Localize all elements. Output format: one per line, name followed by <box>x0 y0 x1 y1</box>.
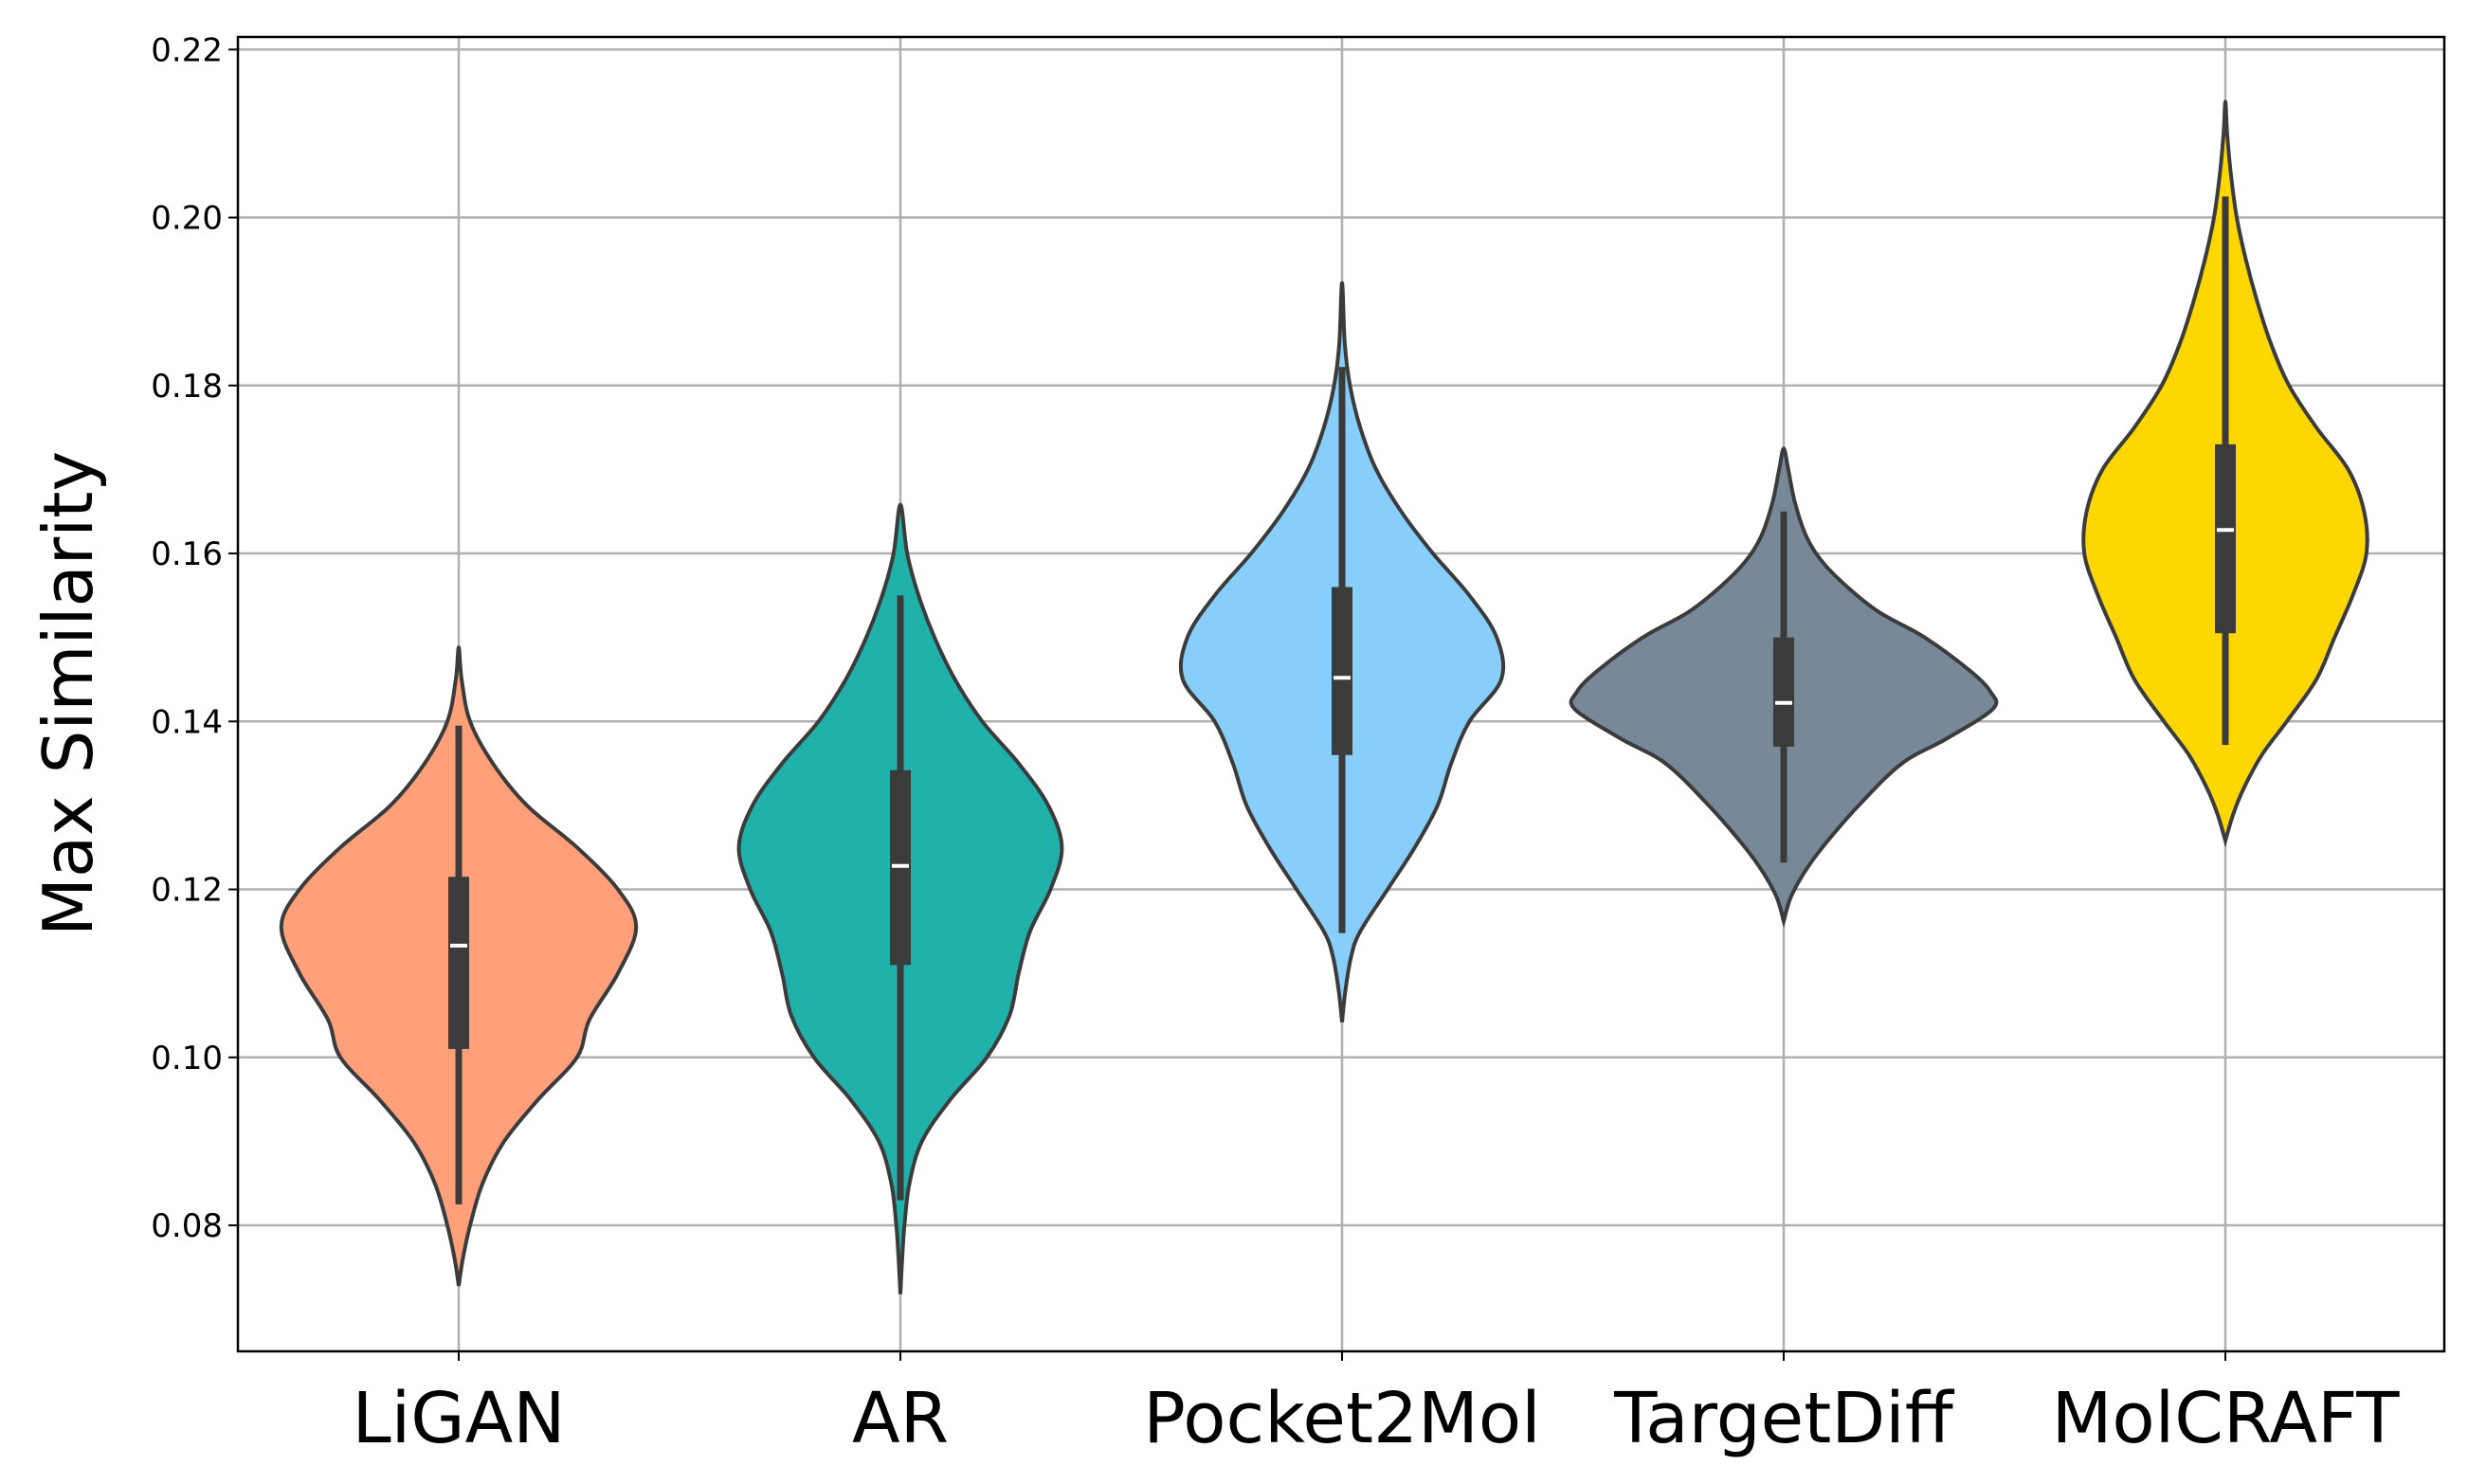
x-tick-label: TargetDiff <box>1613 1378 1954 1459</box>
y-tick-label: 0.14 <box>151 703 223 741</box>
y-tick-label: 0.18 <box>151 368 223 406</box>
x-tick-label: AR <box>852 1378 949 1459</box>
violin-layer <box>279 100 2369 1294</box>
y-tick-label: 0.20 <box>151 200 223 238</box>
y-tick-layer: 0.08 0.10 0.12 0.14 0.16 0.18 0.20 0.22 <box>151 31 238 1245</box>
x-tick-label: MolCRAFT <box>2052 1378 2401 1459</box>
x-tick-label: LiGAN <box>352 1378 565 1459</box>
y-tick-label: 0.08 <box>151 1207 223 1245</box>
y-tick-label: 0.10 <box>151 1040 223 1077</box>
y-tick-label: 0.12 <box>151 872 223 910</box>
iqr-box <box>448 877 469 1049</box>
y-tick-label: 0.22 <box>151 31 223 69</box>
iqr-box <box>1332 587 1352 755</box>
x-tick-label: Pocket2Mol <box>1143 1378 1540 1459</box>
y-tick-label: 0.16 <box>151 535 223 573</box>
y-axis-title: Max Similarity <box>28 451 108 936</box>
iqr-box <box>2215 443 2236 634</box>
iqr-box <box>1773 637 1794 747</box>
x-tick-layer: LiGAN AR Pocket2Mol TargetDiff MolCRAFT <box>352 1351 2400 1459</box>
